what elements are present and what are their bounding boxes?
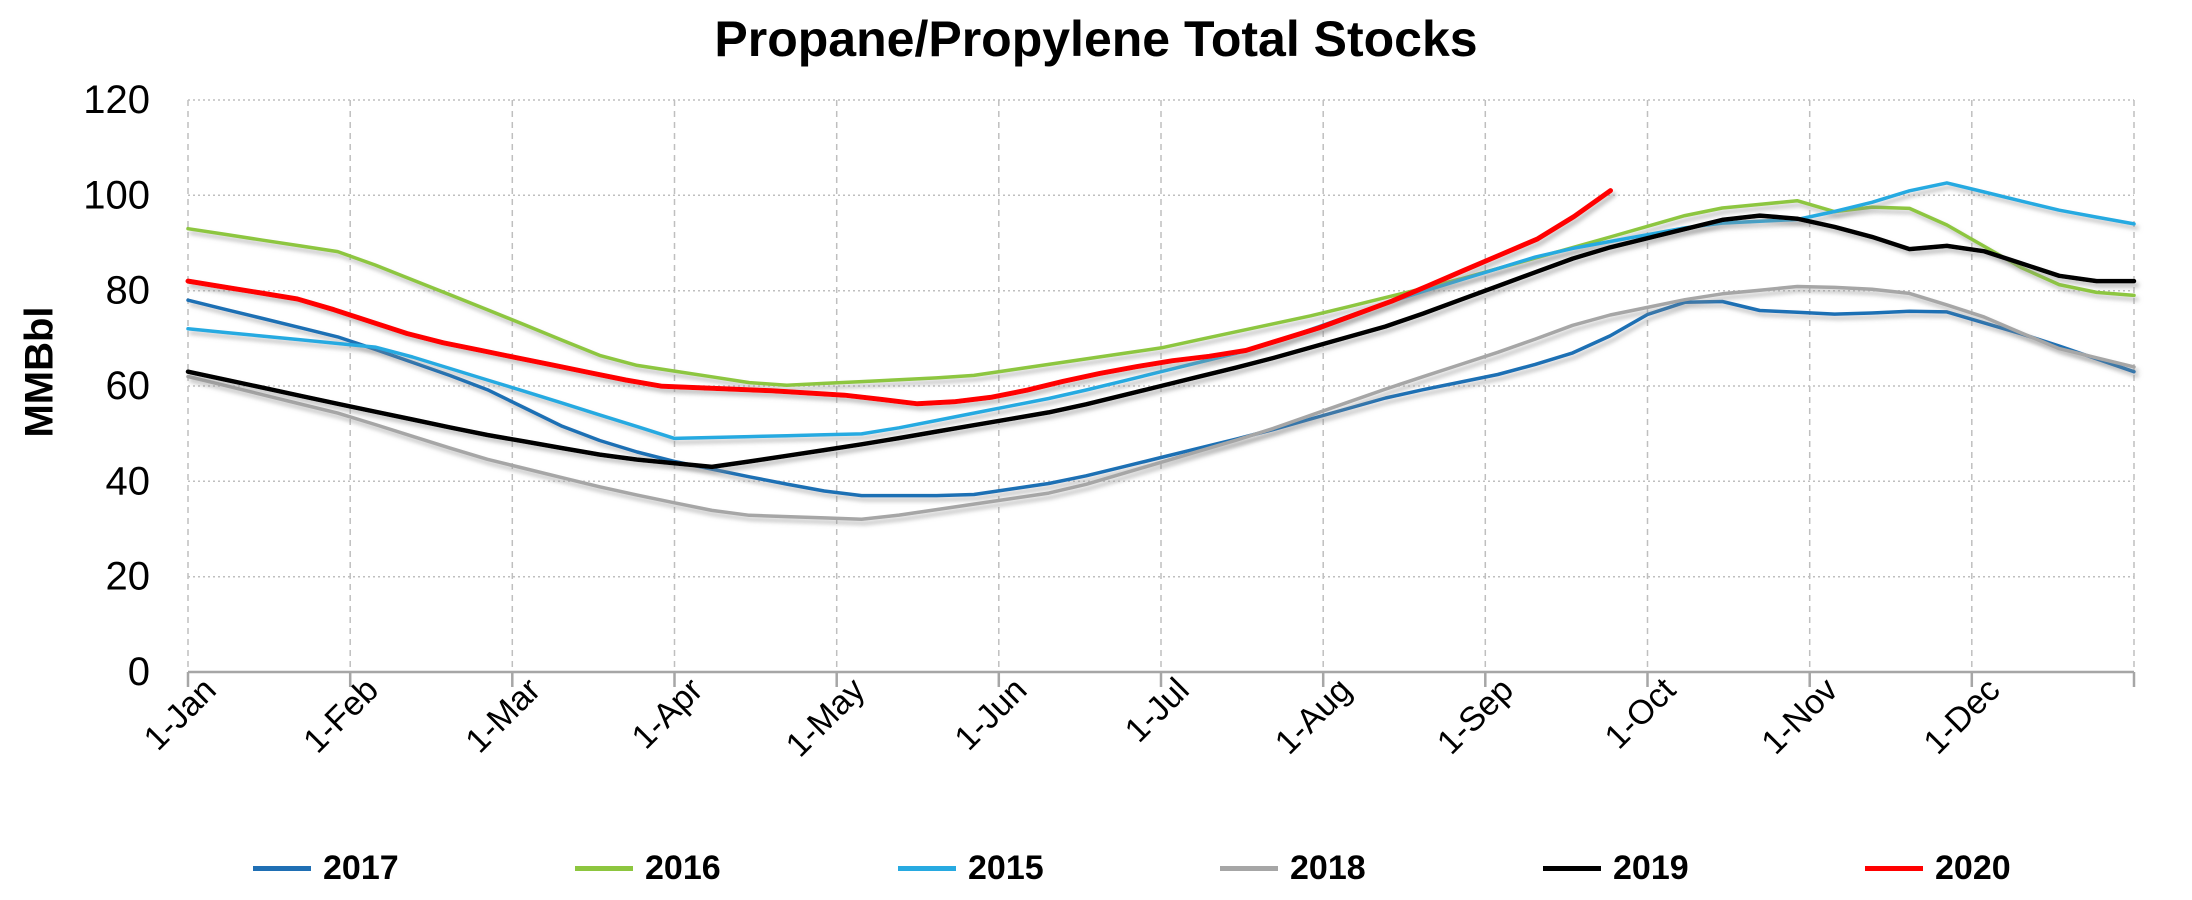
svg-text:1-Jul: 1-Jul (1118, 671, 1197, 750)
svg-text:1-Mar: 1-Mar (458, 671, 548, 761)
svg-text:120: 120 (83, 78, 150, 122)
svg-text:1-Oct: 1-Oct (1598, 670, 1684, 756)
svg-text:1-May: 1-May (779, 671, 873, 765)
svg-text:20: 20 (106, 555, 151, 599)
svg-text:100: 100 (83, 173, 150, 217)
svg-text:1-Jun: 1-Jun (947, 671, 1034, 758)
svg-text:40: 40 (106, 459, 151, 503)
svg-text:0: 0 (128, 650, 150, 694)
svg-text:1-Nov: 1-Nov (1754, 671, 1845, 762)
svg-text:1-Feb: 1-Feb (296, 671, 386, 761)
svg-text:1-Apr: 1-Apr (624, 671, 710, 757)
svg-text:1-Sep: 1-Sep (1430, 671, 1521, 762)
svg-text:1-Dec: 1-Dec (1916, 671, 2007, 762)
svg-text:1-Aug: 1-Aug (1268, 671, 1359, 762)
svg-text:60: 60 (106, 364, 151, 408)
svg-text:80: 80 (106, 269, 151, 313)
